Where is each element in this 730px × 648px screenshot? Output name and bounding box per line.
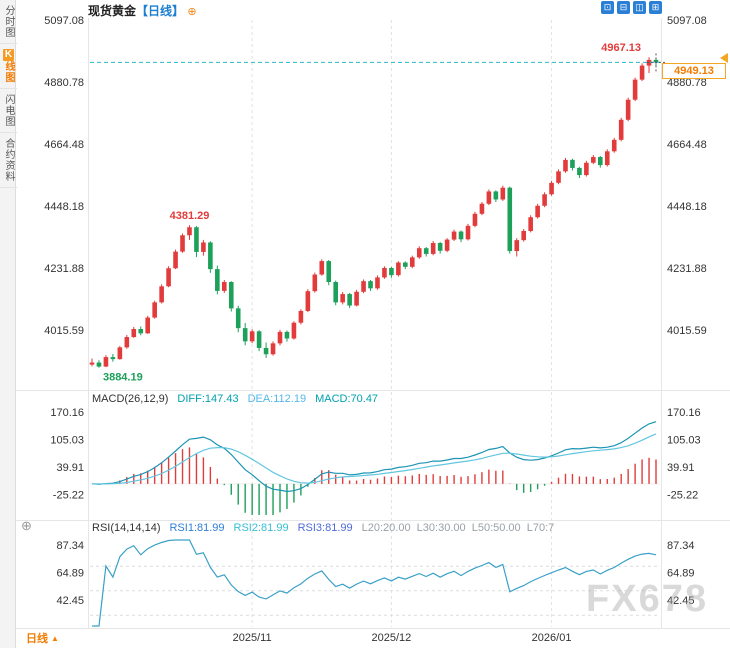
macd-diff-line [91,421,657,493]
layout-single-pane-icon[interactable]: ⊡ [601,1,614,14]
period-tag: 【日线】 [136,4,185,18]
axis-tick-label: 42.45 [56,595,84,607]
axis-tick-label: 170.16 [50,407,84,419]
axis-tick-label: 170.16 [667,407,701,419]
macd-header: MACD(26,12,9) DIFF:147.43 DEA:112.19 MACD:7… [92,393,387,405]
axis-tick-label: 4448.18 [44,201,84,213]
period-selector-button[interactable]: 日线 ▲ [26,630,59,646]
axis-tick-label: 4231.88 [667,263,707,275]
axis-tick-label: 5097.08 [44,15,84,27]
layout-two-pane-icon[interactable]: ⊟ [617,1,630,14]
rsi3-value: RSI3:81.99 [297,522,353,534]
macd-params-label: MACD(26,12,9) [92,393,169,405]
sidebar-item-time-chart[interactable]: 分时图 [0,0,17,44]
chart-title: 现货黄金【日线】 ⊕ [88,2,197,19]
axis-tick-label: 105.03 [667,435,701,447]
add-indicator-icon[interactable]: ⊕ [187,6,197,18]
period-label: 日线 [26,633,48,645]
axis-tick-label: 4015.59 [667,325,707,337]
low-price-label: 3884.19 [103,372,143,384]
axis-tick-label: 4880.78 [44,77,84,89]
rsi-levels-label: L20:20.00 L30:30.00 L50:50.00 L70:7 [361,522,555,534]
x-axis-label: 2025/11 [233,632,272,644]
axis-tick-label: 39.91 [56,462,84,474]
chevron-up-icon: ▲ [51,633,59,643]
sidebar-item-lightning-chart[interactable]: 闪电图 [0,89,17,133]
axis-tick-label: 39.91 [667,462,695,474]
axis-tick-label: -25.22 [667,490,698,502]
high-price-label: 4967.13 [601,42,641,54]
rsi2-value: RSI2:81.99 [233,522,289,534]
macd-diff-value: DIFF:147.43 [177,393,239,405]
candles-layer [89,57,659,368]
axis-tick-label: 87.34 [667,540,695,552]
rsi-line [92,539,657,627]
peak-price-label: 4381.29 [170,210,210,222]
layout-three-pane-icon[interactable]: ◫ [633,1,646,14]
macd-dea-line [91,433,657,485]
rsi-params-label: RSI(14,14,14) [92,522,161,534]
latest-price-marker-icon[interactable] [720,53,728,63]
axis-tick-label: 42.45 [667,595,695,607]
macd-dea-value: DEA:112.19 [247,393,307,405]
layout-icons: ⊡ ⊟ ◫ ⊞ [601,1,662,14]
sidebar-item-kline-chart[interactable]: K线图 [0,44,17,89]
last-price-tag: 4949.13 [662,63,726,79]
axis-tick-label: 4664.48 [44,139,84,151]
macd-histogram [98,447,657,515]
sidebar: 分时图 K线图 闪电图 合约资料 [0,0,17,648]
sidebar-item-contract-info[interactable]: 合约资料 [0,133,17,188]
axis-tick-label: 4664.48 [667,139,707,151]
axis-tick-label: 5097.08 [667,15,707,27]
axis-tick-label: 4448.18 [667,201,707,213]
rsi1-value: RSI1:81.99 [169,522,225,534]
axis-tick-label: 64.89 [56,568,84,580]
axis-tick-label: 4880.78 [667,77,707,89]
indicator-settings-icon[interactable]: ⊕ [21,518,32,533]
x-axis-label: 2026/01 [532,632,572,644]
axis-tick-label: 87.34 [56,540,84,552]
axis-tick-label: -25.22 [53,490,84,502]
instrument-name: 现货黄金 [88,4,137,18]
layout-grid-pane-icon[interactable]: ⊞ [649,1,662,14]
axis-tick-label: 4015.59 [44,325,84,337]
x-axis-label: 2025/12 [372,632,412,644]
axis-tick-label: 4231.88 [44,263,84,275]
axis-tick-label: 105.03 [50,435,84,447]
axis-tick-label: 64.89 [667,568,695,580]
macd-hist-value: MACD:70.47 [315,393,379,405]
rsi-header: RSI(14,14,14) RSI1:81.99 RSI2:81.99 RSI3:81… [92,522,563,534]
